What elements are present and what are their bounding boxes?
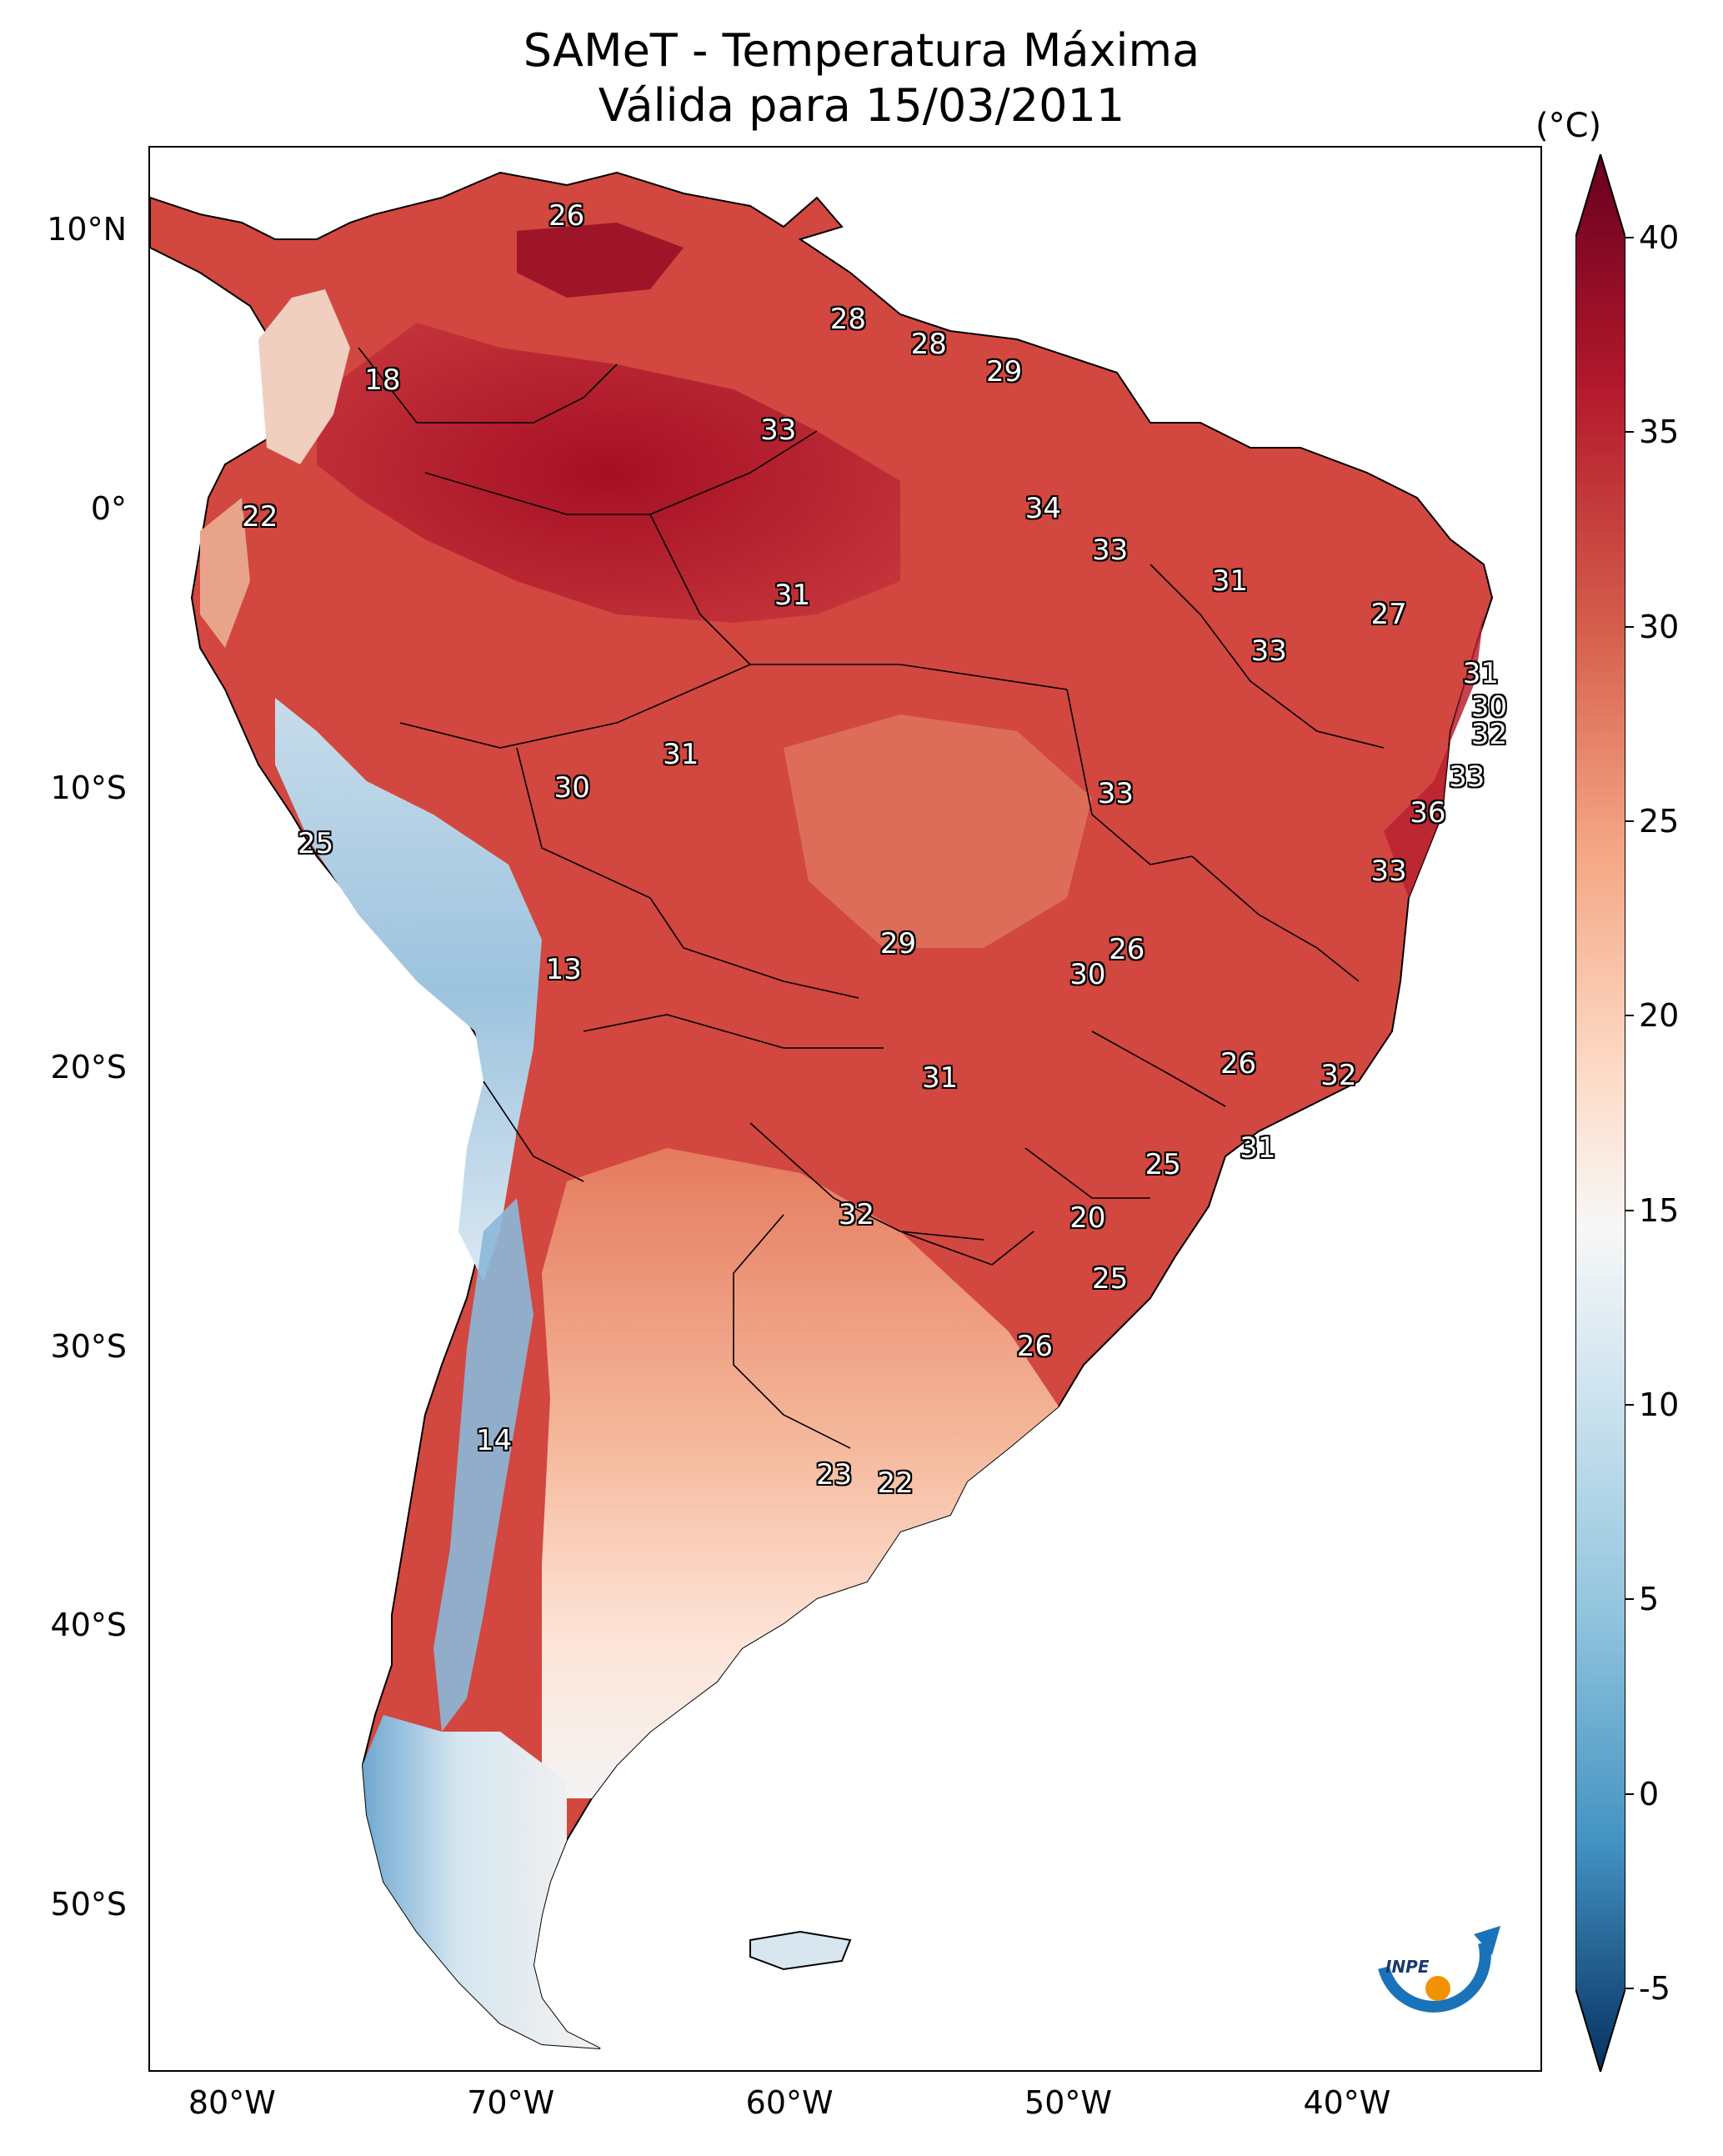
lat-tick-label: 10°N — [47, 211, 127, 248]
map-frame[interactable] — [148, 146, 1542, 2072]
city-temperature-label: 25 — [1144, 1147, 1181, 1181]
colorbar-tick-label: 35 — [1639, 414, 1680, 451]
city-temperature-label: 23 — [815, 1457, 853, 1492]
city-temperature-label: 33 — [1097, 776, 1134, 810]
colorbar-tick-mark — [1625, 431, 1634, 434]
lon-tick-label: 50°W — [1024, 2084, 1112, 2121]
city-temperature-label: 26 — [1109, 933, 1145, 967]
patagonia-cool-zone — [363, 1715, 600, 2048]
colorbar-tick-mark — [1625, 237, 1634, 238]
lat-tick-label: 50°S — [50, 1886, 127, 1923]
title-line-2: Válida para 15/03/2011 — [598, 79, 1125, 132]
city-temperature-label: 32 — [1470, 718, 1508, 752]
colombia-andes-zone — [258, 289, 350, 464]
city-temperature-label: 36 — [1410, 796, 1446, 830]
falkland-islands — [749, 1930, 852, 1971]
city-temperature-label: 30 — [1069, 958, 1106, 992]
city-temperature-label: 26 — [548, 198, 585, 233]
city-temperature-label: 31 — [1462, 656, 1500, 690]
country-borders — [358, 347, 1385, 1449]
colorbar-tick-mark — [1625, 1598, 1634, 1601]
city-temperature-label: 30 — [553, 771, 590, 805]
city-temperature-label: 33 — [760, 414, 797, 448]
city-temperature-label: 31 — [922, 1061, 959, 1096]
city-temperature-label: 25 — [1092, 1262, 1129, 1296]
colorbar-tick-mark — [1625, 1015, 1634, 1017]
city-temperature-label: 25 — [297, 826, 334, 860]
city-temperature-label: 31 — [774, 579, 811, 612]
city-temperature-label: 22 — [242, 500, 278, 534]
colorbar-tick-label: 5 — [1639, 1581, 1660, 1618]
andes-cold-zone — [275, 698, 542, 1281]
amazon-hot-zone — [317, 323, 900, 623]
lat-tick-label: 0° — [90, 490, 127, 528]
colorbar — [1575, 154, 1625, 2072]
colorbar-tick-mark — [1625, 1988, 1634, 1989]
colorbar-tick-label: 25 — [1639, 803, 1680, 840]
city-temperature-label: 33 — [1449, 760, 1485, 794]
inpe-logo-text: INPE — [1385, 1957, 1430, 1977]
city-temperature-label: 13 — [545, 952, 582, 986]
lon-tick-label: 80°W — [188, 2084, 276, 2121]
lon-tick-label: 60°W — [745, 2084, 834, 2121]
lat-tick-label: 10°S — [50, 770, 127, 806]
colorbar-tick-mark — [1625, 1209, 1634, 1211]
city-temperature-label: 31 — [1211, 564, 1249, 599]
colorbar-unit: (°C) — [1535, 107, 1602, 145]
map-canvas — [150, 171, 1494, 2049]
colorbar-tick-label: 30 — [1639, 608, 1680, 645]
inpe-logo-arrow — [1474, 1926, 1500, 1955]
colorbar-body — [1575, 154, 1625, 2072]
central-brazil-zone — [784, 714, 1092, 948]
city-temperature-label: 29 — [879, 927, 917, 961]
colorbar-tick-label: 15 — [1639, 1191, 1680, 1229]
chile-andes-cold-zone — [433, 1198, 533, 1732]
colorbar-tick-mark — [1625, 1404, 1634, 1406]
city-temperature-label: 14 — [476, 1424, 513, 1458]
city-temperature-label: 26 — [1016, 1329, 1054, 1363]
city-temperature-label: 33 — [1250, 634, 1287, 668]
city-temperature-label: 27 — [1370, 598, 1407, 632]
southern-cone-zone — [542, 1148, 1059, 1798]
city-temperature-label: 33 — [1370, 855, 1407, 889]
city-temperature-label: 32 — [838, 1198, 875, 1232]
city-temperature-label: 29 — [985, 355, 1023, 389]
inpe-logo-swoosh — [1378, 1941, 1491, 2013]
lon-tick-label: 70°W — [467, 2084, 555, 2121]
title-line-1: SAMeT - Temperatura Máxima — [523, 24, 1200, 77]
city-temperature-label: 31 — [1240, 1131, 1276, 1165]
ecuador-highland-zone — [200, 498, 250, 648]
northeast-coast-hot-zone — [1384, 614, 1484, 898]
city-temperature-label: 28 — [910, 327, 947, 361]
city-temperature-label: 32 — [1320, 1058, 1357, 1092]
inpe-logo: INPE — [1378, 1926, 1500, 2013]
lat-tick-label: 30°S — [50, 1327, 127, 1365]
inpe-logo-orange-dot — [1425, 1976, 1450, 2001]
city-temperature-label: 22 — [877, 1466, 914, 1500]
colorbar-tick-mark — [1625, 625, 1634, 628]
city-temperature-label: 34 — [1024, 492, 1062, 526]
colorbar-tick-label: 0 — [1639, 1775, 1660, 1813]
city-temperature-label: 20 — [1069, 1201, 1106, 1235]
colorbar-tick-label: 10 — [1639, 1386, 1680, 1423]
city-temperature-label: 31 — [663, 737, 699, 771]
colorbar-tick-mark — [1625, 1792, 1634, 1795]
lat-tick-label: 20°S — [50, 1048, 127, 1086]
colorbar-tick-mark — [1625, 820, 1634, 822]
colorbar-tick-label: -5 — [1639, 1970, 1670, 2007]
city-temperature-label: 30 — [1470, 689, 1508, 724]
colorbar-tick-label: 40 — [1639, 219, 1680, 256]
lon-tick-label: 40°W — [1303, 2084, 1391, 2121]
city-temperature-label: 28 — [829, 302, 866, 336]
northern-hot-zone — [517, 223, 684, 298]
city-temperature-label: 26 — [1220, 1047, 1257, 1081]
lat-tick-label: 40°S — [50, 1607, 127, 1644]
map-title: SAMeT - Temperatura Máxima Válida para 1… — [0, 23, 1723, 133]
colorbar-tick-label: 20 — [1639, 997, 1680, 1035]
city-temperature-label: 33 — [1092, 534, 1129, 568]
city-temperature-label: 18 — [364, 364, 401, 398]
